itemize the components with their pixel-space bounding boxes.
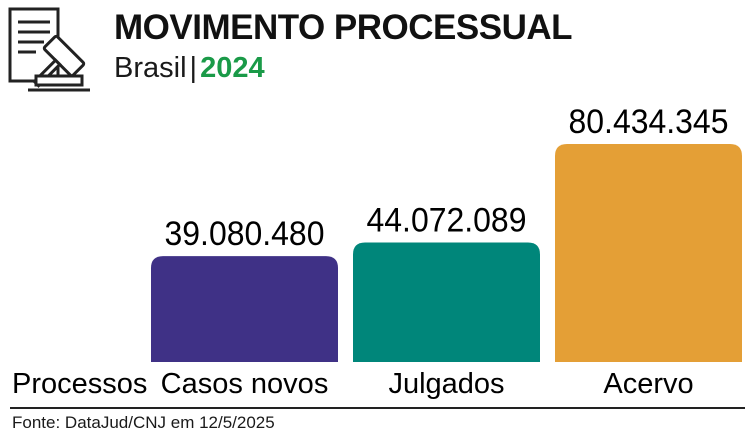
chart-subtitle: Brasil | 2024 [114,52,265,85]
chart-title: MOVIMENTO PROCESSUAL [114,8,573,47]
bar-2 [353,242,540,362]
category-label-2: Julgados [388,368,504,400]
document-gavel-icon [8,7,90,92]
x-axis-label: Processos [12,368,147,400]
subtitle-region: Brasil [114,52,187,84]
subtitle-separator: | [189,52,198,84]
source-note: Fonte: DataJud/CNJ em 12/5/2025 [12,413,275,432]
bar-3 [555,144,742,362]
bar-1 [151,256,338,362]
category-label-3: Acervo [603,368,693,400]
value-label-3: 80.434.345 [569,103,729,141]
footer-divider [10,407,745,409]
category-label-1: Casos novos [161,368,329,400]
subtitle-year: 2024 [200,52,265,84]
value-label-1: 39.080.480 [165,215,325,253]
value-label-2: 44.072.089 [367,202,527,240]
